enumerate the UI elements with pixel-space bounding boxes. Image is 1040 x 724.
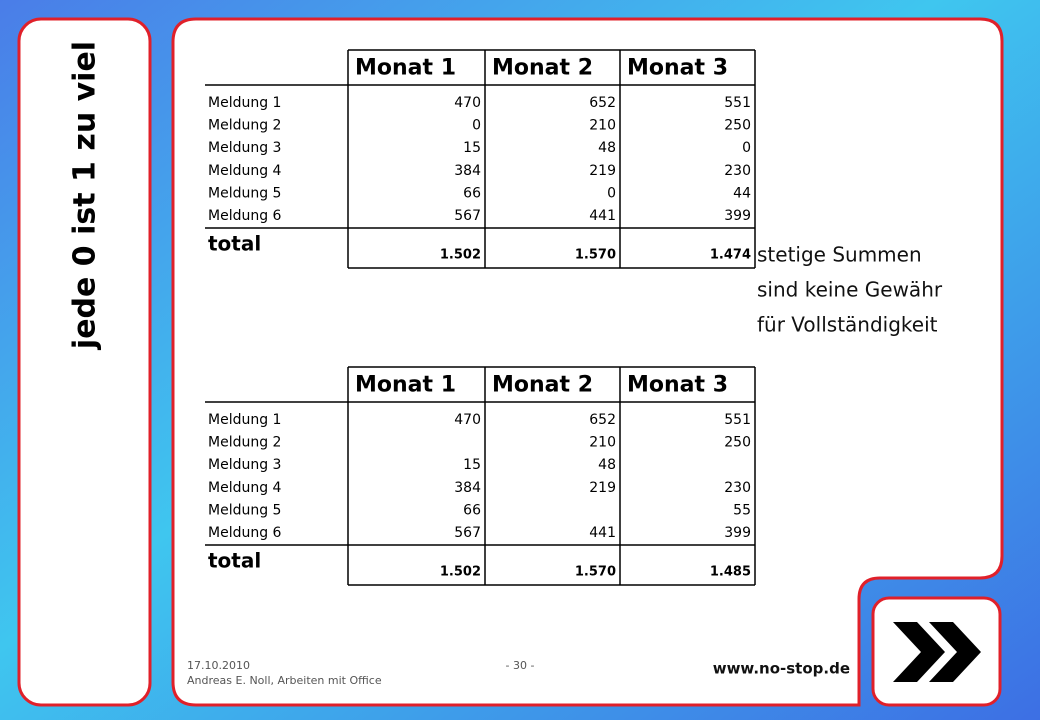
row-label: Meldung 4 bbox=[208, 163, 282, 179]
cell: 384 bbox=[454, 480, 481, 496]
cell: 652 bbox=[589, 95, 616, 111]
note-line: stetige Summen bbox=[757, 243, 922, 267]
row-label: Meldung 3 bbox=[208, 140, 281, 156]
next-arrow[interactable] bbox=[893, 622, 981, 682]
column-header: Monat 1 bbox=[355, 56, 456, 81]
cell: 0 bbox=[472, 118, 481, 134]
row-label: Meldung 5 bbox=[208, 502, 281, 518]
cell: 441 bbox=[589, 208, 616, 224]
cell: 0 bbox=[607, 185, 616, 201]
row-label: Meldung 1 bbox=[208, 95, 281, 111]
cell: 250 bbox=[724, 118, 751, 134]
cell: 0 bbox=[742, 140, 751, 156]
cell: 567 bbox=[454, 208, 481, 224]
total-cell: 1.474 bbox=[710, 248, 751, 263]
column-header: Monat 3 bbox=[627, 56, 728, 81]
cell: 230 bbox=[724, 163, 751, 179]
row-label: Meldung 2 bbox=[208, 118, 281, 134]
cell: 652 bbox=[589, 412, 616, 428]
column-header: Monat 3 bbox=[627, 373, 728, 398]
row-label: Meldung 2 bbox=[208, 435, 281, 451]
total-cell: 1.502 bbox=[440, 565, 481, 580]
row-label: Meldung 6 bbox=[208, 525, 282, 541]
side-panel bbox=[17, 17, 152, 707]
footer-url: www.no-stop.de bbox=[713, 660, 850, 678]
note-line: für Vollständigkeit bbox=[757, 313, 938, 337]
cell: 66 bbox=[463, 502, 481, 518]
main-panel bbox=[171, 17, 1004, 707]
cell: 15 bbox=[463, 457, 481, 473]
footer-author: Andreas E. Noll, Arbeiten mit Office bbox=[187, 674, 382, 687]
cell: 441 bbox=[589, 525, 616, 541]
total-label: total bbox=[208, 549, 261, 573]
total-label: total bbox=[208, 232, 261, 256]
cell: 219 bbox=[589, 480, 616, 496]
footer-date: 17.10.2010 bbox=[187, 659, 250, 672]
cell: 399 bbox=[724, 208, 751, 224]
total-cell: 1.570 bbox=[575, 565, 616, 580]
cell: 48 bbox=[598, 140, 616, 156]
cell: 219 bbox=[589, 163, 616, 179]
cell: 250 bbox=[724, 435, 751, 451]
side-title: jede 0 ist 1 zu viel bbox=[68, 41, 103, 350]
cell: 567 bbox=[454, 525, 481, 541]
cell: 470 bbox=[454, 412, 481, 428]
cell: 384 bbox=[454, 163, 481, 179]
cell: 551 bbox=[724, 412, 751, 428]
row-label: Meldung 3 bbox=[208, 457, 281, 473]
cell: 66 bbox=[463, 185, 481, 201]
note-line: sind keine Gewähr bbox=[757, 278, 943, 302]
row-label: Meldung 1 bbox=[208, 412, 281, 428]
cell: 230 bbox=[724, 480, 751, 496]
total-cell: 1.502 bbox=[440, 248, 481, 263]
cell: 48 bbox=[598, 457, 616, 473]
cell: 15 bbox=[463, 140, 481, 156]
cell: 44 bbox=[733, 185, 751, 201]
footer-page: - 30 - bbox=[506, 659, 535, 672]
column-header: Monat 2 bbox=[492, 56, 593, 81]
cell: 551 bbox=[724, 95, 751, 111]
row-label: Meldung 4 bbox=[208, 480, 282, 496]
cell: 210 bbox=[589, 435, 616, 451]
row-label: Meldung 6 bbox=[208, 208, 282, 224]
note: stetige Summen sind keine Gewähr für Vol… bbox=[757, 243, 943, 337]
column-header: Monat 1 bbox=[355, 373, 456, 398]
total-cell: 1.485 bbox=[710, 565, 751, 580]
cell: 399 bbox=[724, 525, 751, 541]
column-header: Monat 2 bbox=[492, 373, 593, 398]
cell: 55 bbox=[733, 502, 751, 518]
cell: 210 bbox=[589, 118, 616, 134]
total-cell: 1.570 bbox=[575, 248, 616, 263]
cell: 470 bbox=[454, 95, 481, 111]
row-label: Meldung 5 bbox=[208, 185, 281, 201]
